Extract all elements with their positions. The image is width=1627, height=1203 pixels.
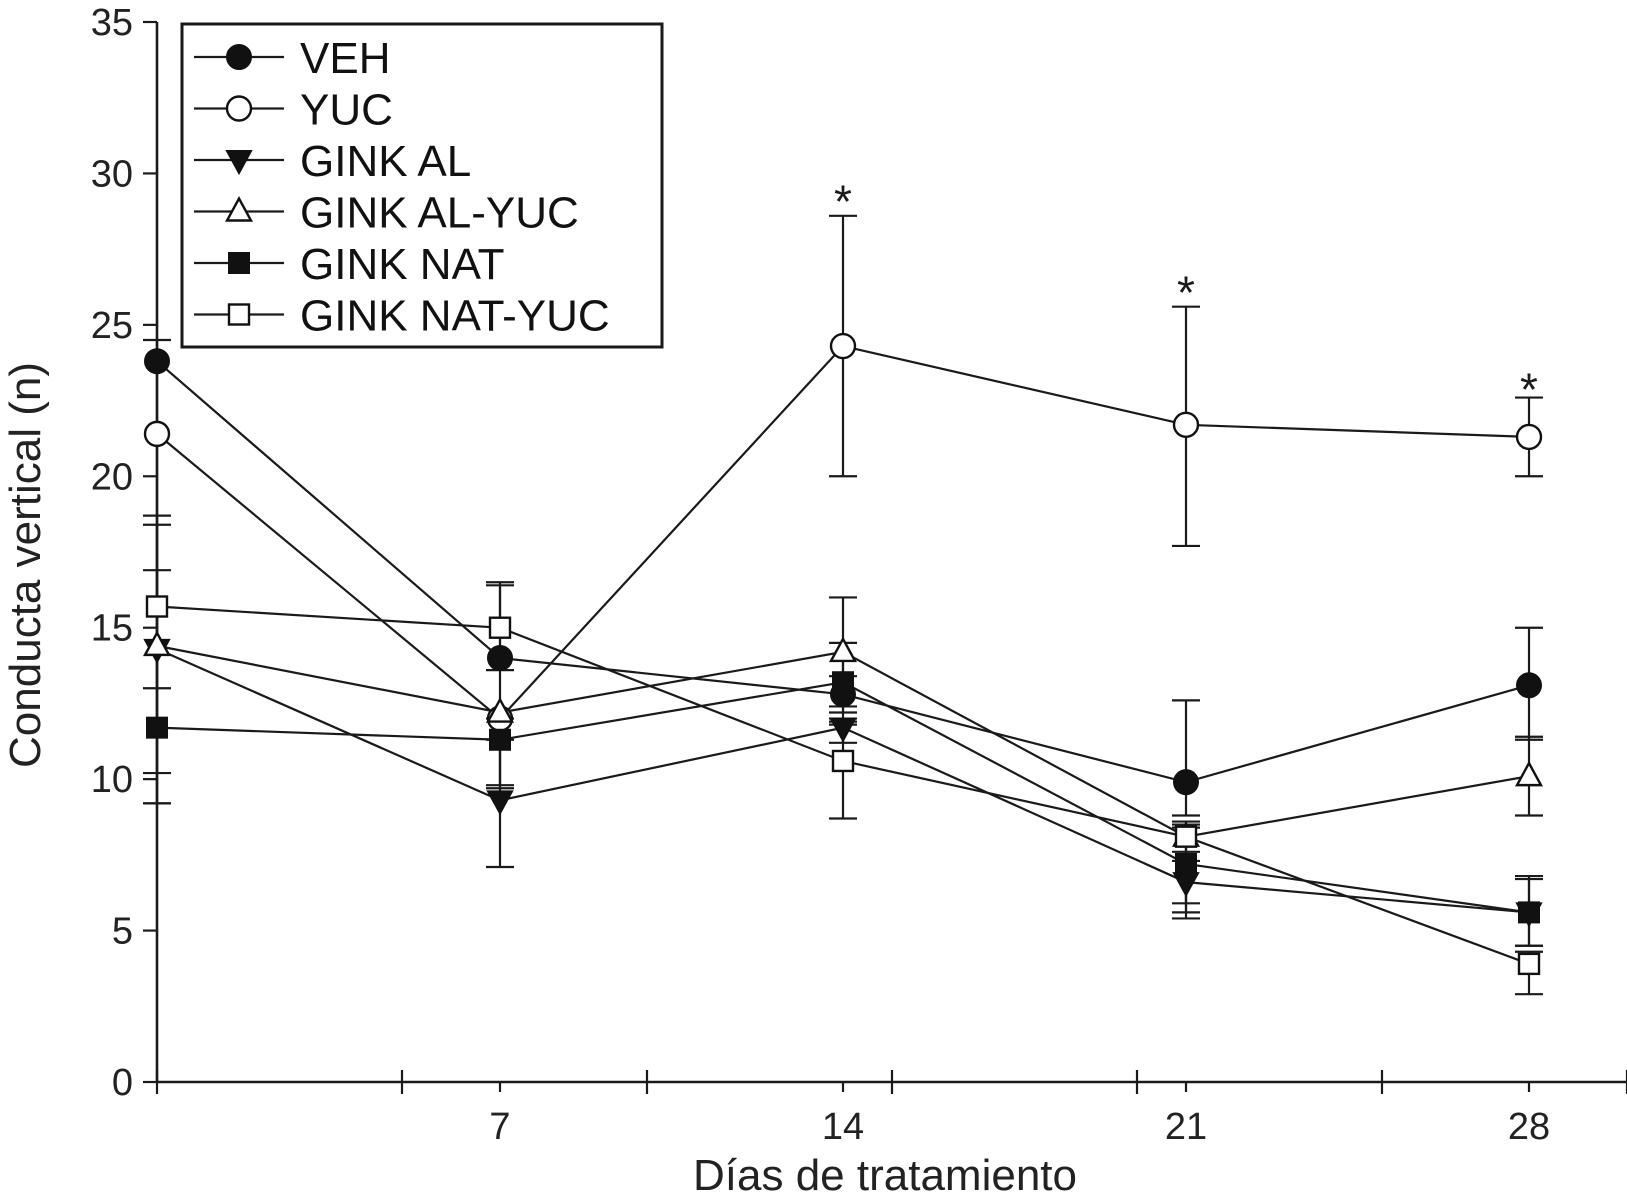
y-tick-label: 30: [91, 153, 133, 195]
legend-label-gink-al-yuc: GINK AL-YUC: [300, 189, 579, 238]
legend-label-gink-al: GINK AL: [300, 137, 471, 186]
legend-label-gink-nat: GINK NAT: [300, 240, 505, 289]
legend-label-gink-nat-yuc: GINK NAT-YUC: [300, 292, 610, 341]
data-point-veh: [487, 645, 513, 671]
data-point-gink-nat-yuc: [1517, 952, 1541, 976]
x-tick-label: 28: [1508, 1106, 1550, 1148]
y-tick-label: 15: [91, 608, 133, 650]
data-point-veh: [144, 348, 170, 375]
data-point-gink-nat: [1518, 901, 1540, 924]
data-point-gink-al-yuc: [1514, 760, 1544, 787]
data-point-gink-nat: [146, 716, 168, 739]
data-point-gink-al: [829, 717, 857, 743]
data-point-gink-nat-yuc: [488, 616, 512, 639]
data-point-gink-nat-yuc: [831, 749, 855, 773]
significance-asterisk: *: [834, 176, 852, 228]
data-point-gink-al-yuc: [142, 630, 172, 657]
data-point-gink-nat: [832, 671, 854, 694]
legend-marker-yuc: [225, 95, 253, 122]
legend-label-yuc: YUC: [300, 86, 393, 135]
data-point-yuc: [1172, 411, 1200, 438]
y-tick-label: 0: [112, 1062, 133, 1104]
legend-marker-gink-al-yuc: [224, 195, 254, 222]
y-tick-label: 5: [112, 911, 133, 953]
y-tick-label: 20: [91, 456, 133, 498]
x-tick-label: 21: [1165, 1106, 1207, 1148]
data-point-gink-nat-yuc: [145, 595, 169, 618]
data-point-gink-nat-yuc: [1174, 825, 1198, 848]
data-points: [142, 332, 1544, 976]
data-point-yuc: [829, 332, 857, 360]
data-point-yuc: [1515, 423, 1543, 451]
legend-marker-gink-al: [225, 150, 253, 176]
legend-box: [180, 22, 664, 349]
y-tick-label: 25: [91, 305, 133, 347]
significance-asterisk: *: [1177, 266, 1195, 318]
y-tick-label: 35: [91, 2, 133, 44]
legend-label-veh: VEH: [300, 34, 390, 83]
data-point-veh: [1516, 672, 1542, 699]
data-point-gink-al: [1172, 872, 1200, 898]
legend-marker-gink-nat-yuc: [227, 303, 251, 326]
x-tick-label: 14: [822, 1106, 864, 1148]
tick-labels: 0 5 10 15 20 25 30 35 7 14 21 28: [91, 2, 1550, 1148]
y-axis-label: Conducta vertical (n): [1, 362, 50, 768]
legend-marker-gink-nat: [228, 252, 250, 274]
data-point-yuc: [143, 420, 171, 448]
data-point-gink-al-yuc: [828, 636, 858, 663]
tick-marks: [143, 20, 1627, 1094]
data-point-gink-al: [486, 790, 514, 816]
x-tick-label: 7: [489, 1106, 510, 1148]
significance-asterisk: *: [1520, 363, 1538, 415]
data-point-gink-al-yuc: [485, 697, 515, 723]
y-tick-label: 10: [91, 759, 133, 801]
legend-marker-veh: [226, 44, 252, 70]
data-point-veh: [1173, 769, 1199, 796]
significance-markers: * * *: [834, 176, 1538, 416]
x-axis-label: Días de tratamiento: [693, 1151, 1077, 1200]
data-point-gink-nat: [1175, 852, 1197, 875]
data-point-gink-nat: [489, 728, 511, 751]
